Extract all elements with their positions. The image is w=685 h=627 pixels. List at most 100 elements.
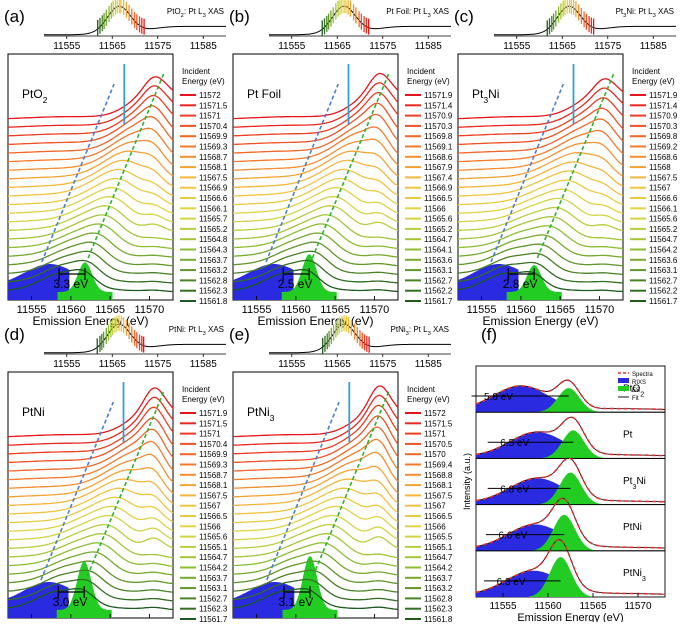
pa-spectrum xyxy=(7,205,174,232)
pb-spectrum xyxy=(232,186,399,214)
pf-legend-swatch xyxy=(618,378,629,383)
pf-tick-label: 11555 xyxy=(489,601,517,612)
pb-legend-label: 11567.9 xyxy=(424,163,453,172)
pa-dd-band xyxy=(8,264,70,300)
pa-spectrum xyxy=(7,94,174,137)
pb-letter: (b) xyxy=(229,7,250,26)
pa-legend-label: 11568.7 xyxy=(199,153,228,162)
pd-spectrum xyxy=(7,478,174,507)
pc-xas-curve xyxy=(494,5,676,36)
pa-rixs-tick-label: 11565 xyxy=(95,304,125,316)
pf-spectra-line xyxy=(475,416,665,457)
pb-spectrum xyxy=(232,196,399,223)
pc-spectrum xyxy=(457,206,624,232)
pa-xas-title: PtO2: Pt L3 XAS xyxy=(167,7,224,19)
pe-legend-label: 11570 xyxy=(424,450,446,459)
pd-legend-label: 11566 xyxy=(199,522,221,531)
pf-rixs-fill xyxy=(476,432,575,459)
pa-spectrum xyxy=(7,159,174,189)
pb-xas-title: Pt Foil: Pt L3 XAS xyxy=(386,7,449,19)
pa-legend-label: 11563.2 xyxy=(199,266,228,275)
pa-spectrum xyxy=(7,223,174,250)
pe-es-guide xyxy=(312,391,390,577)
pc-legend-label: 11566.1 xyxy=(649,204,678,213)
pa-spectrum xyxy=(7,196,174,223)
pe-xas-title: PtNi3: Pt L3 XAS xyxy=(391,325,449,337)
pc-spectrum xyxy=(457,152,624,180)
pe-spectrum xyxy=(232,438,399,481)
pa-legend-label: 11562.3 xyxy=(199,287,228,296)
pd-spectrum xyxy=(7,440,174,481)
pe-spectrum xyxy=(232,514,399,541)
pb-spectrum xyxy=(232,259,399,284)
pa-spectrum xyxy=(7,127,174,163)
pe-legend-label: 11569.4 xyxy=(424,461,453,470)
pf-es-fill xyxy=(541,430,605,459)
pc-legend-title: Incident xyxy=(632,67,661,76)
pa-rixs-tick-label: 11560 xyxy=(56,304,86,316)
pb-spectrum xyxy=(232,159,399,189)
pb-legend-title: Energy (eV) xyxy=(407,77,450,86)
pf-spectra-line xyxy=(475,457,665,503)
pa-spectrum xyxy=(7,232,174,258)
pe-legend-label: 11562.3 xyxy=(424,605,453,614)
pc-legend-label: 11564.7 xyxy=(649,235,678,244)
pd-spectrum xyxy=(7,467,174,498)
pb-legend-title: Incident xyxy=(407,67,436,76)
pa-legend-label: 11565.2 xyxy=(199,225,228,234)
pa-loss-label: 3.3 eV xyxy=(54,277,89,291)
pa-spectrum xyxy=(7,177,174,206)
pc-xas-tick-label: 11585 xyxy=(640,41,668,52)
pd-spectrum xyxy=(7,496,174,524)
pd-xas-tick-label: 11555 xyxy=(53,359,81,370)
panel-b: (b) 11555 11565 11575 11585 Pt Foil: Pt L3 XA… xyxy=(229,0,453,328)
pa-xas-tick-label: 11555 xyxy=(53,41,81,52)
pc-spectrum xyxy=(457,129,624,163)
pb-xlabel: Emission Energy (eV) xyxy=(257,314,373,328)
pa-spectrum xyxy=(7,139,174,171)
pa-legend-label: 11566.9 xyxy=(199,184,228,193)
pc-spectrum xyxy=(457,225,624,250)
pd-spectrum xyxy=(7,514,174,541)
pe-legend-label: 11563.2 xyxy=(424,584,453,593)
pc-spectrum xyxy=(457,87,624,128)
pd-spectrum xyxy=(7,417,174,464)
pc-legend-label: 11562.2 xyxy=(649,287,678,296)
pb-legend-label: 11562.7 xyxy=(424,276,453,285)
pe-legend-label: 11564.7 xyxy=(424,553,453,562)
pd-legend-label: 11563.7 xyxy=(199,574,228,583)
pe-legend-label: 11566 xyxy=(424,522,446,531)
pe-spectrum xyxy=(232,451,399,489)
pd-spectrum xyxy=(7,487,174,515)
pe-spectrum xyxy=(232,478,399,507)
pc-spectrum xyxy=(457,243,624,267)
pf-loss-label: 6.6 eV xyxy=(498,531,527,542)
pc-rixs-tick-label: 11565 xyxy=(545,304,575,316)
pd-legend-label: 11569.9 xyxy=(199,450,228,459)
pc-spectrum xyxy=(457,78,624,120)
pd-spectrum xyxy=(7,569,174,593)
pa-legend-title: Energy (eV) xyxy=(182,77,225,86)
pe-legend-title: Energy (eV) xyxy=(407,395,450,404)
pa-legend-label: 11566.1 xyxy=(199,204,228,213)
panel-d: (d) 11555 11565 11575 11585 PtNi: Pt L3 XAS 3.… xyxy=(4,315,228,627)
pa-spectrum xyxy=(7,241,174,267)
pd-spectrum xyxy=(7,578,174,602)
pc-legend-label: 11567 xyxy=(649,184,671,193)
pc-es-guide xyxy=(536,73,615,259)
pc-legend-label: 11562.7 xyxy=(649,276,678,285)
pc-spectrum xyxy=(457,170,624,197)
pe-spectrum xyxy=(232,542,399,567)
pa-spectrum xyxy=(7,268,174,293)
pb-spectrum xyxy=(232,113,399,154)
pa-legend-title: Incident xyxy=(182,67,211,76)
pb-spectrum xyxy=(232,72,399,120)
pb-xas-tick-label: 11565 xyxy=(324,41,352,52)
pc-spectrum xyxy=(457,252,624,275)
pf-spectra-line xyxy=(475,497,665,549)
pe-legend-label: 11572 xyxy=(424,409,446,418)
pe-spectrum xyxy=(232,426,399,472)
pb-spectrum xyxy=(232,138,399,171)
pa-xas-tick-label: 11565 xyxy=(99,41,127,52)
pe-legend-label: 11565.5 xyxy=(424,533,453,542)
